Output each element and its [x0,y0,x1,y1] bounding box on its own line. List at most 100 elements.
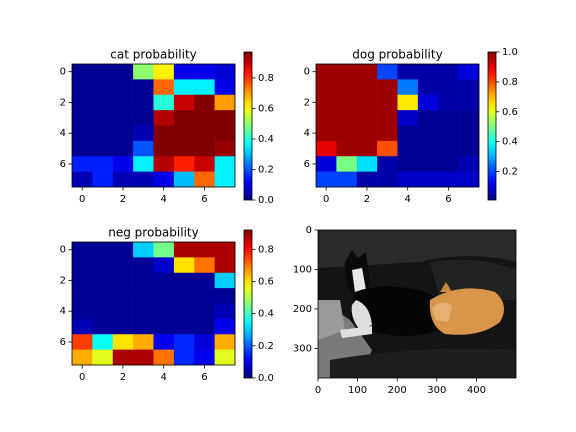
heat-cell [438,64,459,80]
heat-cell [153,349,175,366]
heat-cell [112,334,134,350]
heat-cell [173,140,195,157]
colorbar-tick-label: 0.6 [502,107,518,118]
heat-cell [356,171,378,188]
heat-cell [438,79,459,96]
heat-cell [173,272,195,289]
heat-cell [72,94,93,111]
heat-cell [92,272,114,289]
colorbar-tick-label: 0.2 [502,167,518,178]
heat-cell [194,349,215,366]
y-tick-label: 0 [304,67,310,78]
colorbar-tick-label: 0.0 [258,373,274,384]
heat-cell [72,242,93,258]
heat-cell [377,171,398,188]
heat-cell [72,79,93,96]
heat-cell [173,125,195,142]
heat-cell [112,171,134,188]
heat-cell [417,140,439,157]
heat-cell [214,334,236,350]
y-tick-label: 200 [293,304,312,315]
heat-cell [72,171,93,188]
heat-cell [458,79,480,96]
x-tick-label: 4 [161,372,167,383]
photo [318,230,516,378]
heat-cell [356,64,378,80]
heat-cell [438,156,459,172]
heat-cell [194,318,215,335]
heat-cell [316,125,337,142]
heat-cell [194,79,215,96]
heat-cell [397,94,419,111]
heat-cell [112,288,134,304]
heat-cell [397,110,419,126]
heat-cell [377,140,398,157]
heat-cell [214,64,236,80]
heat-cell [133,242,154,258]
colorbar [243,51,253,201]
heat-cell [194,94,215,111]
colorbar-tick-label: 0.8 [258,244,274,255]
heat-cell [92,125,114,142]
heat-cell [72,110,93,126]
heat-cell [377,79,398,96]
heat-cell [153,156,175,172]
heat-cell [92,318,114,335]
x-tick-label: 200 [388,385,407,396]
heat-cell [194,334,215,350]
heat-cell [377,94,398,111]
heat-cell [214,272,236,289]
heat-cell [153,110,175,126]
heat-cell [133,140,154,157]
heat-cell [153,64,175,80]
heat-cell [214,303,236,320]
y-tick-label: 0 [60,245,66,256]
heat-cell [112,94,134,111]
heat-cell [397,140,419,157]
heat-cell [356,125,378,142]
heat-cell [92,140,114,157]
heat-cell [194,64,215,80]
heat-cell [438,110,459,126]
heat-cell [92,288,114,304]
heat-cell [316,94,337,111]
heat-cell [173,110,195,126]
y-tick-label: 300 [293,343,312,354]
heat-cell [112,110,134,126]
heat-cell [214,349,236,366]
heat-cell [153,125,175,142]
heat-cell [133,79,154,96]
heat-cell [173,334,195,350]
heat-cell [72,303,93,320]
heat-cell [173,318,195,335]
heat-cell [72,288,93,304]
colorbar-tick-label: 0.0 [258,195,274,206]
heat-cell [72,64,93,80]
heat-cell [316,171,337,188]
heat-cell [153,272,175,289]
heat-cell [438,140,459,157]
heat-cell [133,94,154,111]
heat-cell [173,94,195,111]
heat-cell [133,171,154,188]
heat-cell [458,156,480,172]
heat-cell [173,156,195,172]
heat-cell [377,125,398,142]
heat-cell [153,94,175,111]
heat-cell [72,334,93,350]
heat-cell [112,64,134,80]
axes-frame [71,63,236,188]
heat-cell [112,272,134,289]
colorbar-tick-label: 0.2 [258,164,274,175]
heat-cell [112,125,134,142]
y-tick-label: 4 [304,128,310,139]
x-tick-label: 2 [364,194,370,205]
heat-cell [92,334,114,350]
axes-frame [71,241,236,366]
heat-cell [336,125,358,142]
x-tick-label: 6 [201,194,207,205]
heat-cell [92,64,114,80]
heat-cell [438,125,459,142]
x-tick-label: 300 [427,385,446,396]
heat-cell [173,242,195,258]
